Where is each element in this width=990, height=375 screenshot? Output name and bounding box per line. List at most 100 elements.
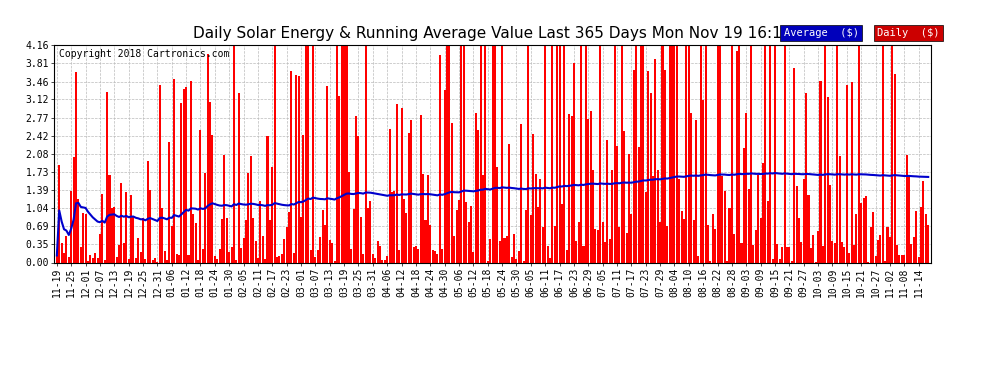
Bar (257, 258, 259, 262)
Bar (676, 45, 678, 262)
Bar (754, 230, 757, 262)
Bar (219, 249, 221, 262)
Bar (697, 256, 699, 262)
Bar (405, 213, 407, 262)
Bar (631, 214, 633, 262)
Bar (829, 185, 831, 262)
Bar (558, 45, 560, 262)
Bar (712, 213, 714, 262)
Bar (494, 45, 496, 262)
Bar (384, 260, 386, 262)
Bar (214, 256, 216, 262)
Bar (147, 161, 148, 262)
Bar (848, 253, 850, 262)
Bar (742, 148, 744, 262)
Bar (357, 136, 359, 262)
Bar (609, 239, 611, 262)
Bar (410, 120, 412, 262)
Bar (307, 45, 309, 262)
Bar (882, 45, 884, 262)
Bar (508, 144, 510, 262)
Bar (347, 172, 349, 262)
Bar (643, 45, 644, 262)
Bar (825, 45, 827, 262)
Bar (231, 247, 233, 262)
Bar (116, 256, 118, 262)
Bar (113, 207, 115, 262)
Bar (504, 238, 506, 262)
Bar (739, 45, 741, 262)
Bar (793, 68, 795, 262)
Bar (470, 206, 472, 262)
Bar (118, 244, 120, 262)
Bar (418, 249, 420, 262)
Bar (202, 249, 204, 262)
Bar (750, 45, 752, 262)
Bar (450, 123, 452, 262)
Bar (523, 261, 525, 262)
Bar (413, 247, 415, 262)
Bar (736, 51, 738, 262)
Bar (771, 260, 773, 262)
Bar (140, 252, 142, 262)
Bar (254, 241, 256, 262)
Bar (731, 45, 733, 262)
Bar (266, 136, 268, 262)
Bar (886, 227, 889, 262)
Bar (192, 214, 194, 262)
Bar (877, 240, 879, 262)
Bar (762, 163, 764, 262)
Bar (128, 259, 130, 262)
Bar (80, 248, 82, 262)
Bar (594, 229, 597, 262)
Bar (520, 124, 523, 262)
Bar (664, 70, 666, 262)
Bar (175, 254, 177, 262)
Bar (769, 45, 771, 262)
Bar (747, 189, 749, 262)
Bar (518, 251, 520, 262)
Bar (67, 257, 70, 262)
Bar (300, 217, 302, 262)
Bar (850, 82, 852, 262)
Bar (516, 259, 518, 262)
Bar (499, 241, 501, 262)
Bar (163, 251, 165, 262)
Bar (894, 74, 896, 262)
Bar (860, 203, 862, 262)
Bar (386, 256, 388, 262)
Bar (568, 114, 570, 262)
Bar (75, 72, 77, 262)
Bar (879, 236, 881, 262)
Bar (575, 241, 577, 262)
Bar (913, 237, 915, 262)
Bar (216, 259, 218, 262)
Bar (614, 45, 616, 262)
Bar (233, 45, 235, 262)
Title: Daily Solar Energy & Running Average Value Last 365 Days Mon Nov 19 16:19: Daily Solar Energy & Running Average Val… (193, 26, 792, 41)
Bar (427, 175, 429, 262)
Bar (903, 255, 905, 262)
Bar (565, 249, 567, 262)
Bar (611, 170, 613, 262)
Bar (391, 192, 393, 262)
Bar (183, 89, 185, 262)
Bar (327, 86, 329, 262)
Bar (796, 186, 798, 262)
Bar (810, 248, 812, 262)
Bar (745, 113, 747, 262)
Bar (700, 45, 702, 262)
Bar (839, 156, 841, 262)
Bar (661, 45, 663, 262)
Bar (290, 71, 292, 262)
Bar (467, 222, 469, 262)
Bar (195, 223, 197, 262)
Bar (528, 45, 530, 262)
Bar (82, 213, 84, 262)
Bar (138, 238, 140, 262)
Bar (352, 209, 354, 262)
Bar (549, 258, 551, 262)
Bar (70, 190, 72, 262)
Bar (166, 260, 168, 262)
Bar (401, 108, 403, 262)
